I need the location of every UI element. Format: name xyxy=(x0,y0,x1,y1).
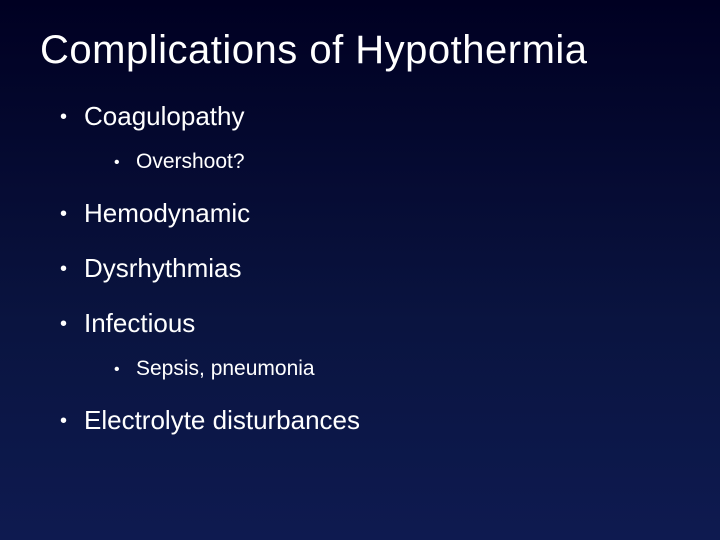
bullet-text: Electrolyte disturbances xyxy=(84,405,360,435)
bullet-text: Sepsis, pneumonia xyxy=(136,357,315,380)
bullet-list-level1: Coagulopathy Overshoot? Hemodynamic Dysr… xyxy=(40,101,680,436)
bullet-text: Overshoot? xyxy=(136,150,245,173)
list-item: Sepsis, pneumonia xyxy=(114,357,680,381)
bullet-list-level2: Sepsis, pneumonia xyxy=(84,357,680,381)
list-item: Coagulopathy Overshoot? xyxy=(60,101,680,174)
list-item: Hemodynamic xyxy=(60,198,680,229)
bullet-text: Dysrhythmias xyxy=(84,253,241,283)
bullet-text: Coagulopathy xyxy=(84,101,244,131)
list-item: Infectious Sepsis, pneumonia xyxy=(60,308,680,381)
slide: Complications of Hypothermia Coagulopath… xyxy=(0,0,720,540)
list-item: Overshoot? xyxy=(114,150,680,174)
list-item: Dysrhythmias xyxy=(60,253,680,284)
bullet-text: Hemodynamic xyxy=(84,198,250,228)
bullet-list-level2: Overshoot? xyxy=(84,150,680,174)
bullet-text: Infectious xyxy=(84,308,195,338)
list-item: Electrolyte disturbances xyxy=(60,405,680,436)
slide-title: Complications of Hypothermia xyxy=(40,28,680,73)
